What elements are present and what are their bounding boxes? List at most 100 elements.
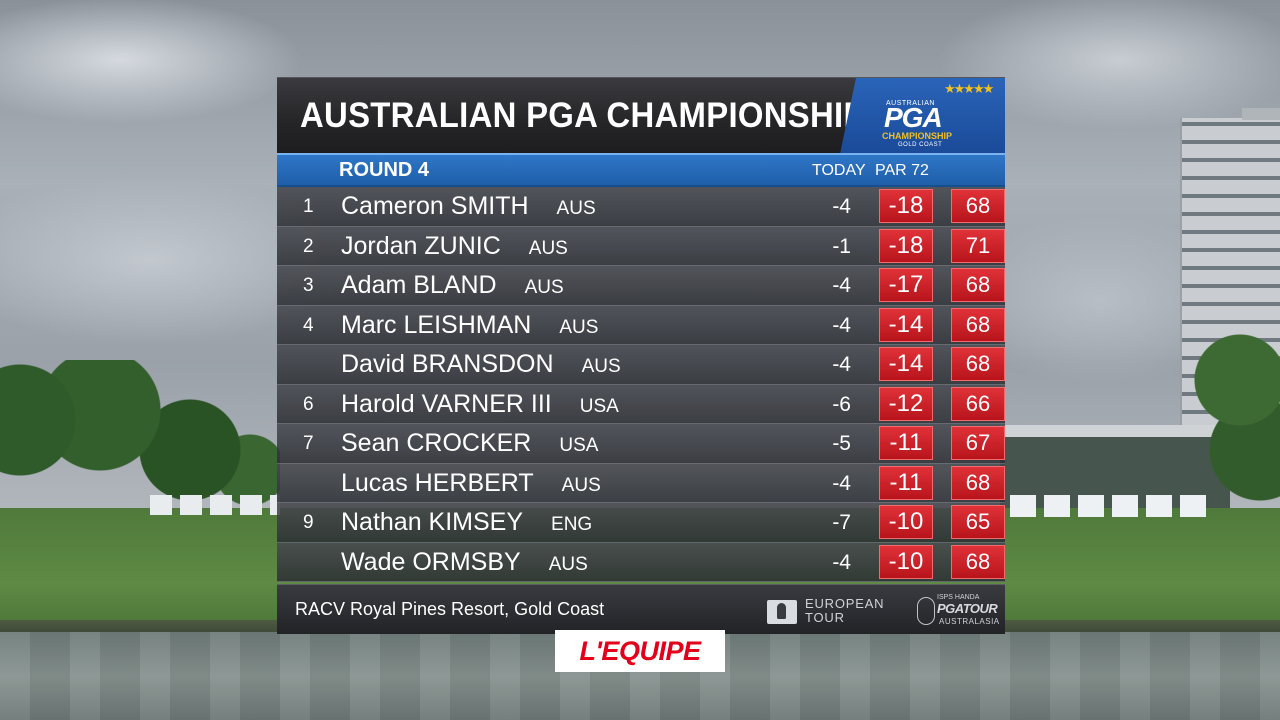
european-tour-line1: EUROPEAN (805, 596, 885, 611)
player-name-text: Wade ORMSBY (341, 547, 521, 576)
pga-tour-sub: AUSTRALASIA (939, 617, 1000, 626)
total-score: -11 (879, 465, 933, 500)
leaderboard-footer: RACV Royal Pines Resort, Gold Coast EURO… (277, 584, 1005, 634)
player-name: Jordan ZUNIC AUS (341, 232, 568, 261)
total-score: -12 (879, 386, 933, 421)
today-column-header: TODAY (812, 162, 866, 179)
table-row: 4 Marc LEISHMAN AUS -4 -14 68 (277, 305, 1005, 345)
european-tour-text: EUROPEAN TOUR (805, 597, 884, 625)
logo-stars-icon: ★★★★★ (944, 81, 994, 96)
today-score: -4 (832, 471, 851, 495)
round-score: 68 (951, 189, 1005, 223)
round-score: 67 (951, 426, 1005, 460)
today-score: -1 (832, 234, 851, 258)
logo-pga-text: PGA (884, 102, 943, 133)
marquee-tents-left (150, 495, 280, 515)
round-score: 68 (951, 465, 1005, 500)
today-score: -7 (832, 511, 851, 534)
today-score: -4 (832, 550, 851, 574)
round-label: ROUND 4 (339, 159, 430, 181)
pga-tour-main: PGATOUR (937, 601, 998, 616)
table-row: Lucas HERBERT AUS -4 -11 68 (277, 463, 1005, 503)
table-row: 1 Cameron SMITH AUS -4 -18 68 (277, 187, 1005, 227)
player-name: Harold VARNER III USA (341, 390, 619, 419)
round-score: 68 (951, 268, 1005, 302)
position: 3 (303, 275, 314, 296)
nationality: ENG (551, 514, 593, 535)
position: 9 (303, 512, 314, 533)
nationality: AUS (548, 553, 588, 575)
tree-right (1190, 320, 1280, 520)
position: 4 (303, 314, 314, 336)
nationality: AUS (559, 316, 599, 338)
leaderboard-header: AUSTRALIAN PGA CHAMPIONSHIP ★★★★★ AUSTRA… (277, 77, 1005, 154)
player-name: Wade ORMSBY AUS (341, 548, 588, 577)
player-name: Cameron SMITH AUS (341, 192, 596, 221)
player-name-text: Marc LEISHMAN (341, 310, 532, 339)
player-name: Lucas HERBERT AUS (341, 469, 601, 498)
par-column-header: PAR 72 (875, 162, 929, 179)
table-row: 2 Jordan ZUNIC AUS -1 -18 71 (277, 226, 1005, 266)
position: 2 (303, 235, 314, 257)
total-score: -18 (879, 189, 933, 223)
player-name: Adam BLAND AUS (341, 271, 564, 300)
round-score: 65 (951, 505, 1005, 539)
nationality: AUS (556, 198, 596, 219)
table-row: David BRANSDON AUS -4 -14 68 (277, 345, 1005, 385)
tournament-title: AUSTRALIAN PGA CHAMPIONSHIP (300, 96, 866, 135)
today-score: -4 (832, 353, 851, 376)
golfer-silhouette-icon (917, 597, 935, 625)
broadcaster-logo: L'EQUIPE (555, 630, 725, 672)
logo-championship-text: CHAMPIONSHIP (882, 131, 953, 141)
venue-name: RACV Royal Pines Resort, Gold Coast (295, 599, 605, 619)
player-name-text: Harold VARNER III (341, 389, 552, 418)
total-score: -14 (879, 307, 933, 342)
table-row: Wade ORMSBY AUS -4 -10 68 (277, 542, 1005, 582)
nationality: AUS (528, 237, 568, 259)
marquee-tents-right (1010, 495, 1210, 517)
position: 7 (303, 433, 314, 454)
logo-location-text: GOLD COAST (898, 142, 943, 148)
nationality: USA (559, 435, 599, 456)
pga-tour-sponsor: ISPS HANDA (937, 594, 980, 601)
leaderboard-rows: 1 Cameron SMITH AUS -4 -18 68 2 Jordan ZU… (277, 187, 1005, 582)
pga-tour-australasia-logo: ISPS HANDA PGATOUR AUSTRALASIA (917, 593, 1003, 629)
player-name-text: Cameron SMITH (341, 192, 529, 220)
player-name-text: Nathan KIMSEY (341, 508, 524, 536)
today-score: -4 (832, 195, 851, 218)
round-score: 66 (951, 386, 1005, 421)
nationality: AUS (581, 356, 621, 377)
player-name-text: David BRANSDON (341, 350, 554, 378)
total-score: -17 (879, 268, 933, 302)
nationality: USA (579, 395, 619, 417)
table-row: 6 Harold VARNER III USA -6 -12 66 (277, 384, 1005, 424)
player-name: Nathan KIMSEY ENG (341, 508, 592, 537)
position: 1 (303, 196, 314, 217)
total-score: -11 (879, 426, 933, 460)
golfer-icon (767, 600, 797, 624)
round-bar: ROUND 4 TODAY PAR 72 (277, 153, 1005, 187)
position: 6 (303, 393, 314, 415)
player-name-text: Jordan ZUNIC (341, 231, 501, 260)
total-score: -10 (879, 544, 933, 579)
european-tour-line2: TOUR (805, 610, 845, 625)
table-row: 7 Sean CROCKER USA -5 -11 67 (277, 424, 1005, 464)
player-name: Sean CROCKER USA (341, 429, 598, 458)
round-score: 71 (951, 228, 1005, 263)
player-name-text: Lucas HERBERT (341, 468, 534, 497)
player-name: Marc LEISHMAN AUS (341, 311, 598, 340)
round-score: 68 (951, 347, 1005, 381)
european-tour-logo: EUROPEAN TOUR (767, 595, 907, 627)
broadcaster-logo-text: L'EQUIPE (561, 636, 719, 666)
logo-small-text: AUSTRALIAN (886, 100, 935, 107)
table-row: 3 Adam BLAND AUS -4 -17 68 (277, 266, 1005, 306)
total-score: -18 (879, 228, 933, 263)
leaderboard: AUSTRALIAN PGA CHAMPIONSHIP ★★★★★ AUSTRA… (277, 77, 1005, 634)
nationality: AUS (561, 474, 601, 496)
today-score: -4 (832, 274, 851, 297)
today-score: -5 (832, 432, 851, 455)
total-score: -14 (879, 347, 933, 381)
round-score: 68 (951, 544, 1005, 579)
player-name: David BRANSDON AUS (341, 350, 621, 379)
table-row: 9 Nathan KIMSEY ENG -7 -10 65 (277, 503, 1005, 543)
